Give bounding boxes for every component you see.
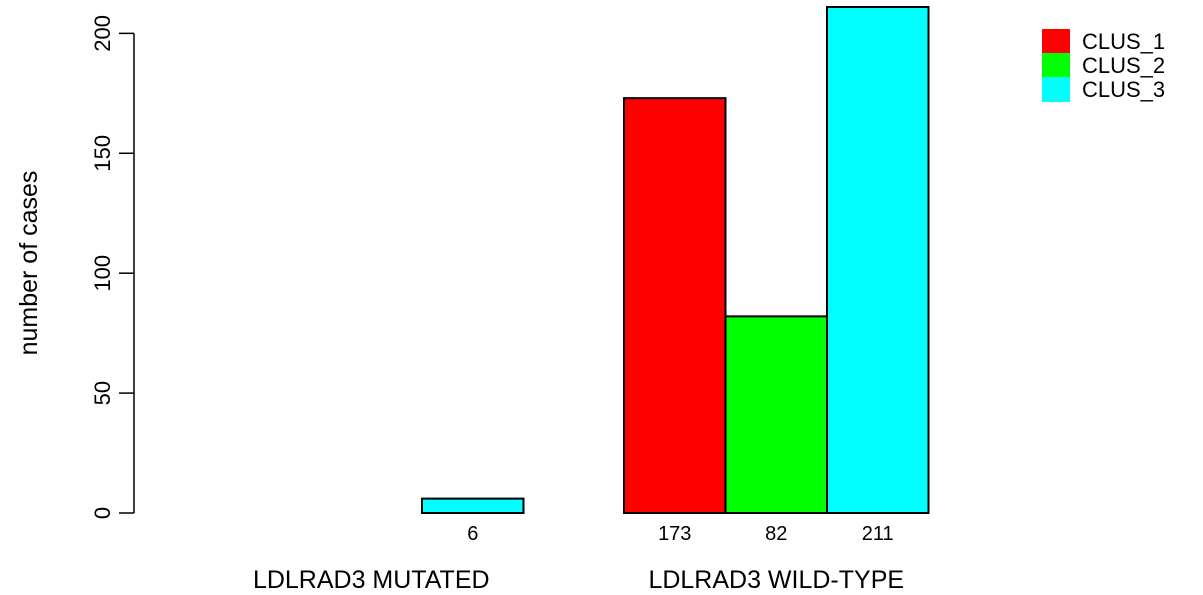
bar [826, 6, 930, 514]
bar-group: 173 82 211 LDLRAD3 WILD-TYPE [623, 6, 930, 594]
y-tick-label: 150 [90, 135, 115, 172]
legend-item: CLUS_2 [1042, 53, 1165, 78]
legend-label: CLUS_3 [1082, 77, 1165, 102]
legend-label: CLUS_2 [1082, 53, 1165, 78]
y-tick-label: 200 [90, 15, 115, 52]
y-tick-label: 0 [90, 507, 115, 519]
data-label: 173 [658, 523, 691, 545]
legend-label: CLUS_1 [1082, 29, 1165, 54]
legend-swatch [1042, 53, 1070, 78]
legend-item: CLUS_1 [1042, 29, 1165, 54]
bar-group: 6 LDLRAD3 MUTATED [253, 497, 525, 594]
y-tick-label: 100 [90, 255, 115, 292]
y-axis-title: number of cases [15, 171, 43, 356]
category-label: LDLRAD3 MUTATED [253, 566, 490, 594]
category-label: LDLRAD3 WILD-TYPE [648, 566, 904, 594]
data-label: 82 [765, 523, 787, 545]
bar [421, 497, 525, 515]
bar [623, 97, 727, 514]
legend-swatch [1042, 77, 1070, 102]
y-axis: 0 50 100 150 200 [90, 15, 135, 519]
bar [724, 315, 828, 514]
data-label: 211 [862, 523, 894, 545]
bar-groups: 6 LDLRAD3 MUTATED 173 82 211 LDLRAD3 WILD-TYP… [253, 6, 930, 594]
data-label: 6 [467, 523, 478, 545]
legend-item: CLUS_3 [1042, 77, 1165, 102]
legend-swatch [1042, 29, 1070, 54]
y-tick-label: 50 [90, 381, 115, 405]
